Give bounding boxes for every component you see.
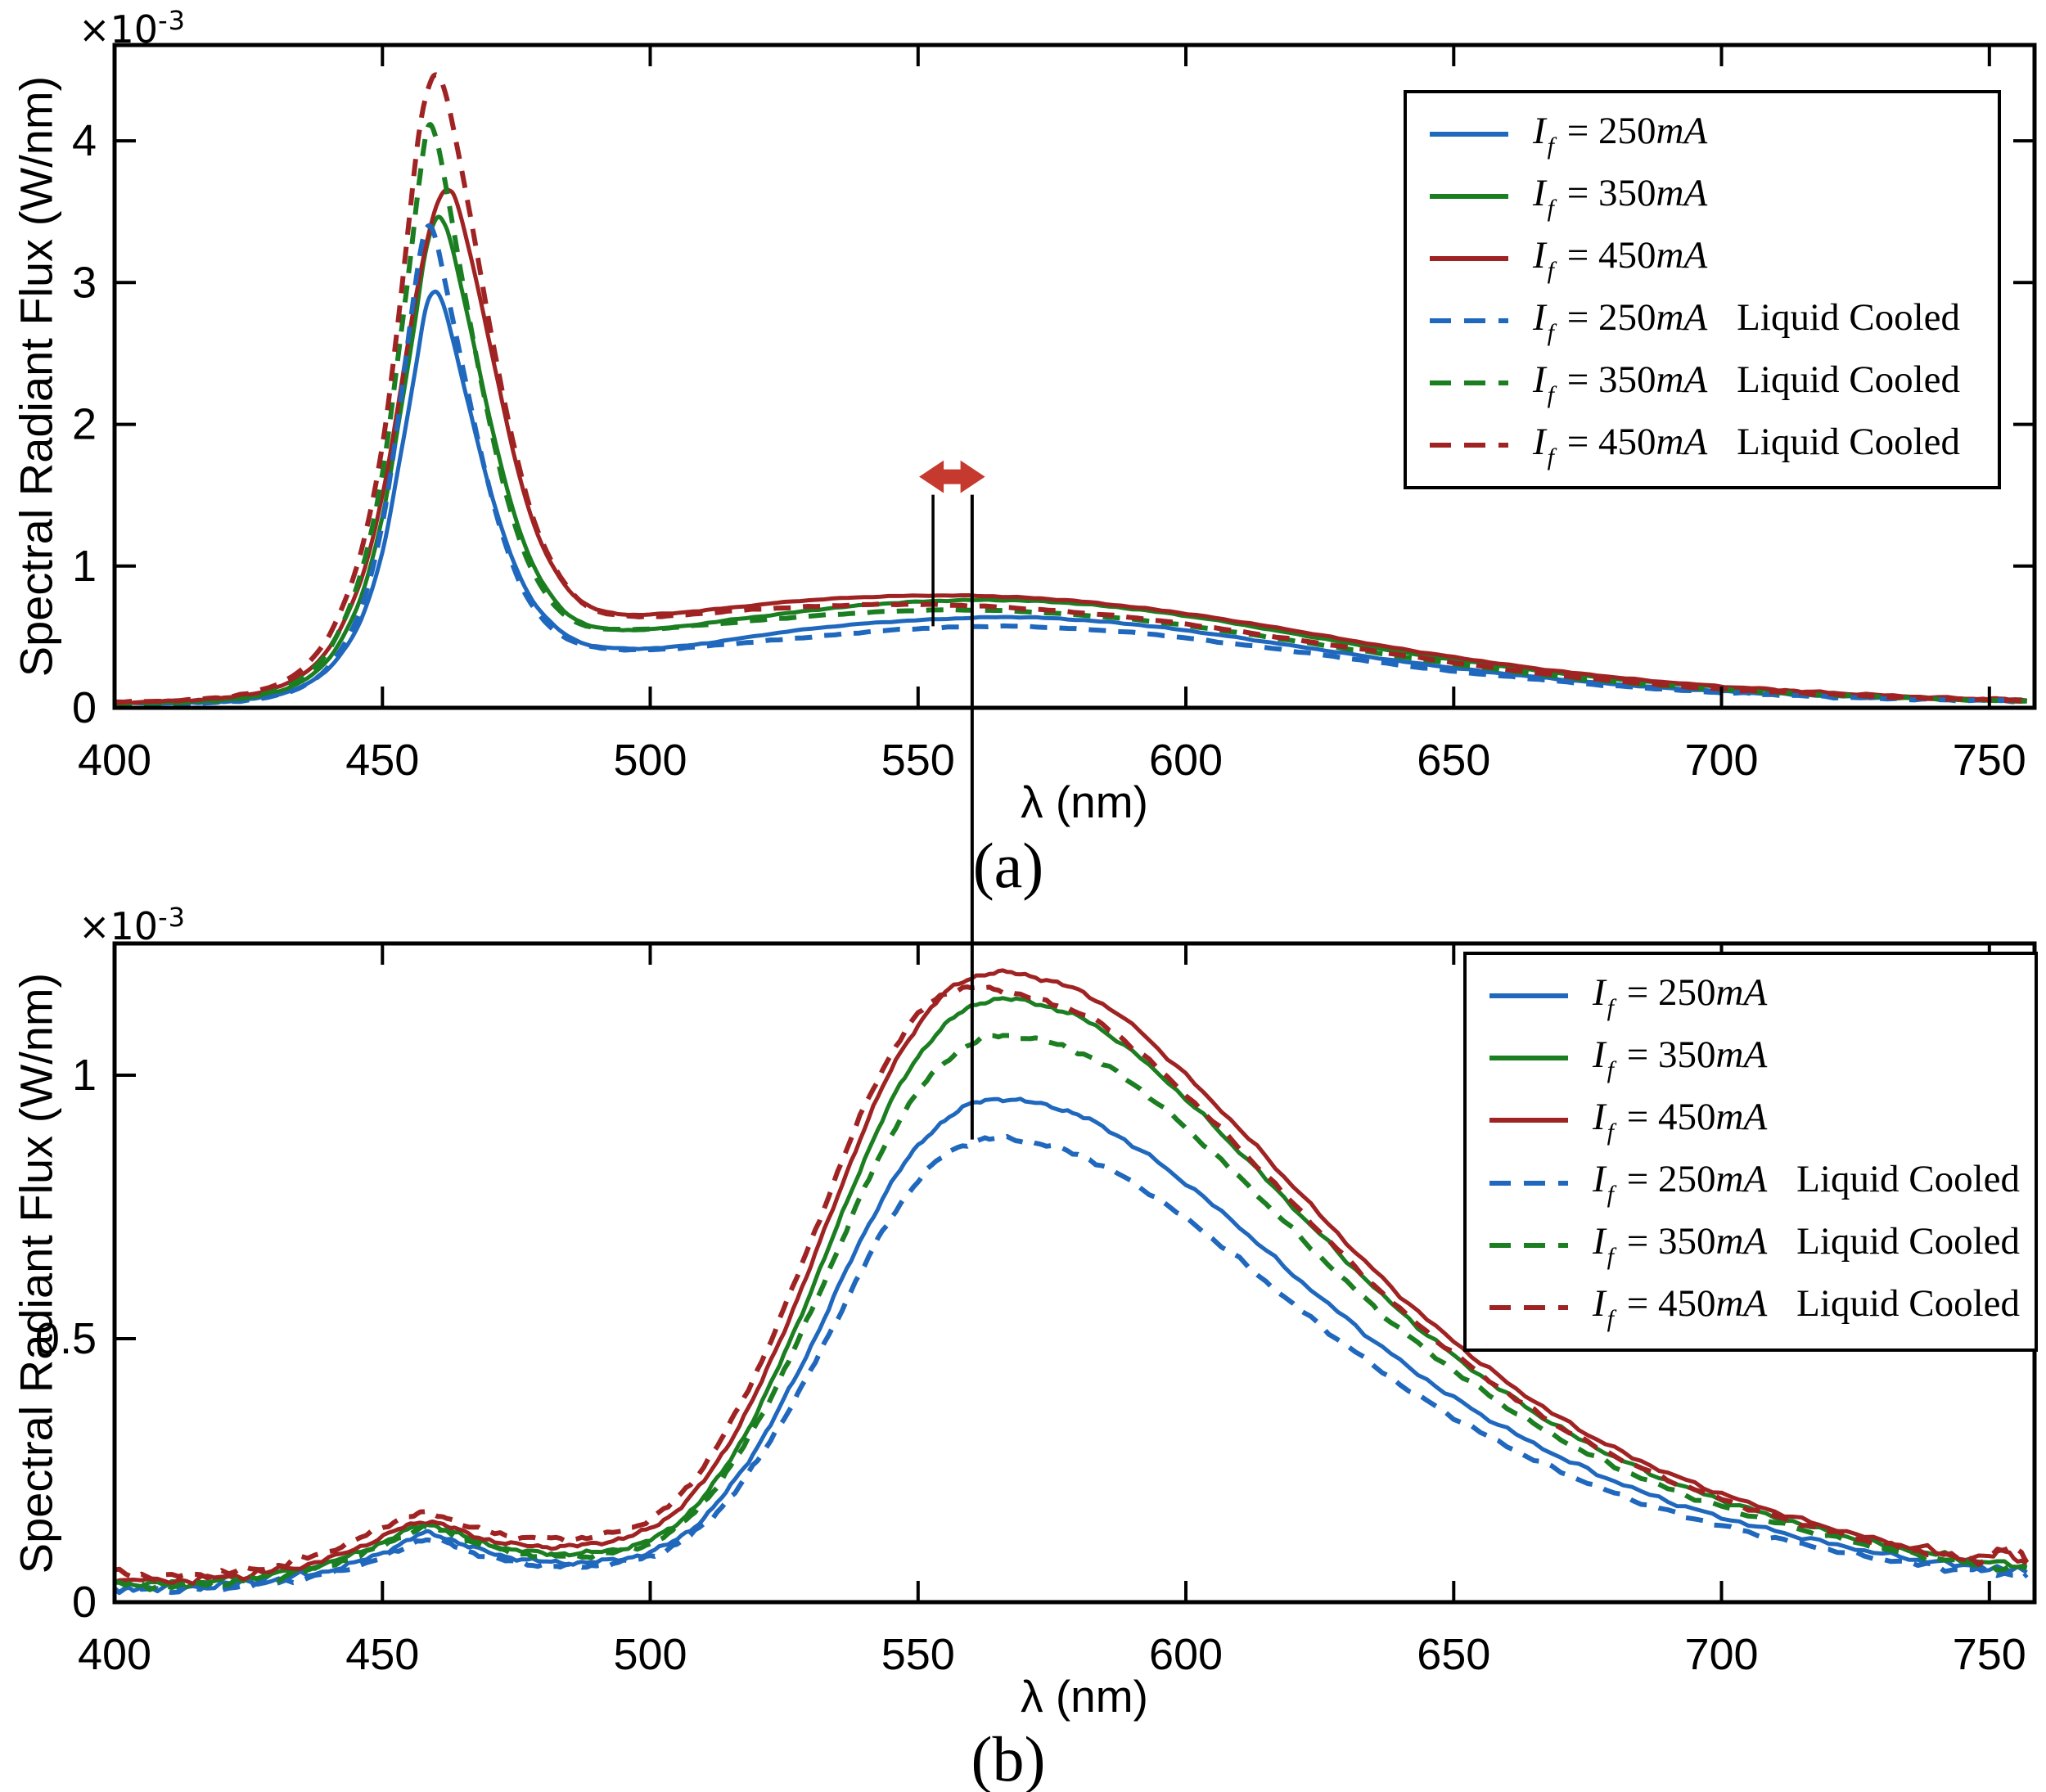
legend-line-sample-dashed <box>1430 318 1508 323</box>
x-tick-label: 450 <box>345 736 419 785</box>
legend-line-sample-solid <box>1430 256 1508 261</box>
y-scale-exponent-a: ×10-3 <box>79 5 186 52</box>
legend-label: If = 450mA <box>1593 1095 1768 1146</box>
legend-a: If = 250mA If = 350mA If = 450mA If = 250mA… <box>1404 90 2001 489</box>
legend-entry: If = 350mA <box>1467 1033 2035 1084</box>
curve-250mA-liquid-cooled-b <box>116 1133 2029 1596</box>
y-scale-base-b: ×10 <box>79 904 159 948</box>
y-tick-label: 1 <box>72 542 97 591</box>
y-scale-exp-a: -3 <box>158 5 186 36</box>
x-tick-label: 750 <box>1953 736 2026 785</box>
legend-label: If = 350mA <box>1533 171 1708 222</box>
subplot-caption-b: (b) <box>971 1723 1046 1792</box>
curve-250mA-solid-b <box>116 1096 2028 1594</box>
legend-line-sample-solid <box>1489 993 1568 999</box>
axes-border-a <box>112 43 2037 710</box>
y-axis-label-a: Spectral Radiant Flux (W/nm) <box>10 75 62 678</box>
y-tick-label: 3 <box>72 258 97 307</box>
x-axis-label-b: λ (nm) <box>1021 1671 1148 1722</box>
y-axis-label-b: Spectral Radiant Flux (W/nm) <box>10 972 62 1574</box>
legend-label: If = 450mA <box>1533 233 1708 284</box>
curve-350mA-liquid-cooled-b <box>116 1033 2028 1592</box>
legend-entry: If = 250mA <box>1407 109 1998 160</box>
curve-250mA-liquid-cooled-a <box>116 223 2027 706</box>
legend-entry: If = 250mA <box>1467 970 2035 1022</box>
y-scale-base-a: ×10 <box>79 7 159 52</box>
legend-entry: If = 350mA Liquid Cooled <box>1407 358 1998 409</box>
legend-line-sample-solid <box>1430 132 1508 137</box>
legend-label: If = 450mA Liquid Cooled <box>1593 1282 2021 1333</box>
legend-label: If = 350mA Liquid Cooled <box>1533 358 1961 408</box>
legend-line-sample-solid <box>1489 1056 1568 1061</box>
legend-entry: If = 250mA Liquid Cooled <box>1407 295 1998 347</box>
x-tick-label: 550 <box>881 736 955 785</box>
legend-label: If = 250mA <box>1593 970 1768 1021</box>
x-tick-label: 550 <box>881 1630 955 1679</box>
y-tick-label: 2 <box>72 400 97 449</box>
legend-line-sample-solid <box>1489 1118 1568 1123</box>
legend-entry: If = 450mA Liquid Cooled <box>1467 1281 2035 1333</box>
x-tick-label: 650 <box>1417 736 1490 785</box>
x-tick-label: 400 <box>78 736 151 785</box>
legend-entry: If = 250mA Liquid Cooled <box>1467 1157 2035 1209</box>
legend-line-sample-dashed <box>1430 443 1508 448</box>
subplot-caption-a: (a) <box>972 830 1044 901</box>
y-scale-exp-b: -3 <box>158 902 186 933</box>
legend-label: If = 450mA Liquid Cooled <box>1533 420 1961 471</box>
legend-line-sample-dashed <box>1489 1242 1568 1248</box>
legend-entry: If = 450mA <box>1467 1095 2035 1146</box>
curve-350mA-liquid-cooled-a <box>116 122 2027 706</box>
legend-entry: If = 350mA <box>1407 171 1998 223</box>
curves-group-b <box>116 968 2030 1596</box>
x-tick-label: 600 <box>1149 736 1223 785</box>
legend-label: If = 250mA Liquid Cooled <box>1533 295 1961 346</box>
x-tick-label: 600 <box>1149 1630 1223 1679</box>
x-tick-label: 700 <box>1684 736 1758 785</box>
legend-label: If = 350mA <box>1593 1033 1768 1083</box>
y-tick-label: 1 <box>72 1051 97 1100</box>
legend-line-sample-solid <box>1430 194 1508 199</box>
legend-line-sample-dashed <box>1430 380 1508 385</box>
legend-b: If = 250mA If = 350mA If = 450mA If = 250mA… <box>1463 952 2038 1352</box>
x-tick-label: 400 <box>78 1630 151 1679</box>
x-tick-label: 450 <box>345 1630 419 1679</box>
y-tick-label: 0.5 <box>35 1314 97 1363</box>
legend-label: If = 350mA Liquid Cooled <box>1593 1220 2021 1271</box>
legend-line-sample-dashed <box>1489 1304 1568 1310</box>
legend-label: If = 250mA <box>1533 109 1708 160</box>
y-tick-label: 0 <box>72 683 97 732</box>
legend-label: If = 250mA Liquid Cooled <box>1593 1158 2021 1209</box>
legend-entry: If = 450mA Liquid Cooled <box>1407 420 1998 471</box>
x-tick-label: 500 <box>613 1630 687 1679</box>
x-tick-label: 500 <box>613 736 687 785</box>
wavelength-shift-arrow <box>919 460 985 493</box>
curves-group-a <box>116 72 2028 706</box>
x-tick-label: 750 <box>1953 1630 2026 1679</box>
legend-entry: If = 450mA <box>1407 233 1998 285</box>
curve-450mA-solid-b <box>116 968 2028 1586</box>
x-axis-label-a: λ (nm) <box>1021 777 1148 827</box>
y-tick-label: 0 <box>72 1578 97 1627</box>
curve-450mA-liquid-cooled-a <box>116 72 2027 705</box>
legend-entry: If = 350mA Liquid Cooled <box>1467 1219 2035 1271</box>
legend-line-sample-dashed <box>1489 1180 1568 1186</box>
y-scale-exponent-b: ×10-3 <box>79 902 186 948</box>
y-tick-label: 4 <box>72 116 97 165</box>
x-tick-label: 700 <box>1684 1630 1758 1679</box>
x-tick-label: 650 <box>1417 1630 1490 1679</box>
